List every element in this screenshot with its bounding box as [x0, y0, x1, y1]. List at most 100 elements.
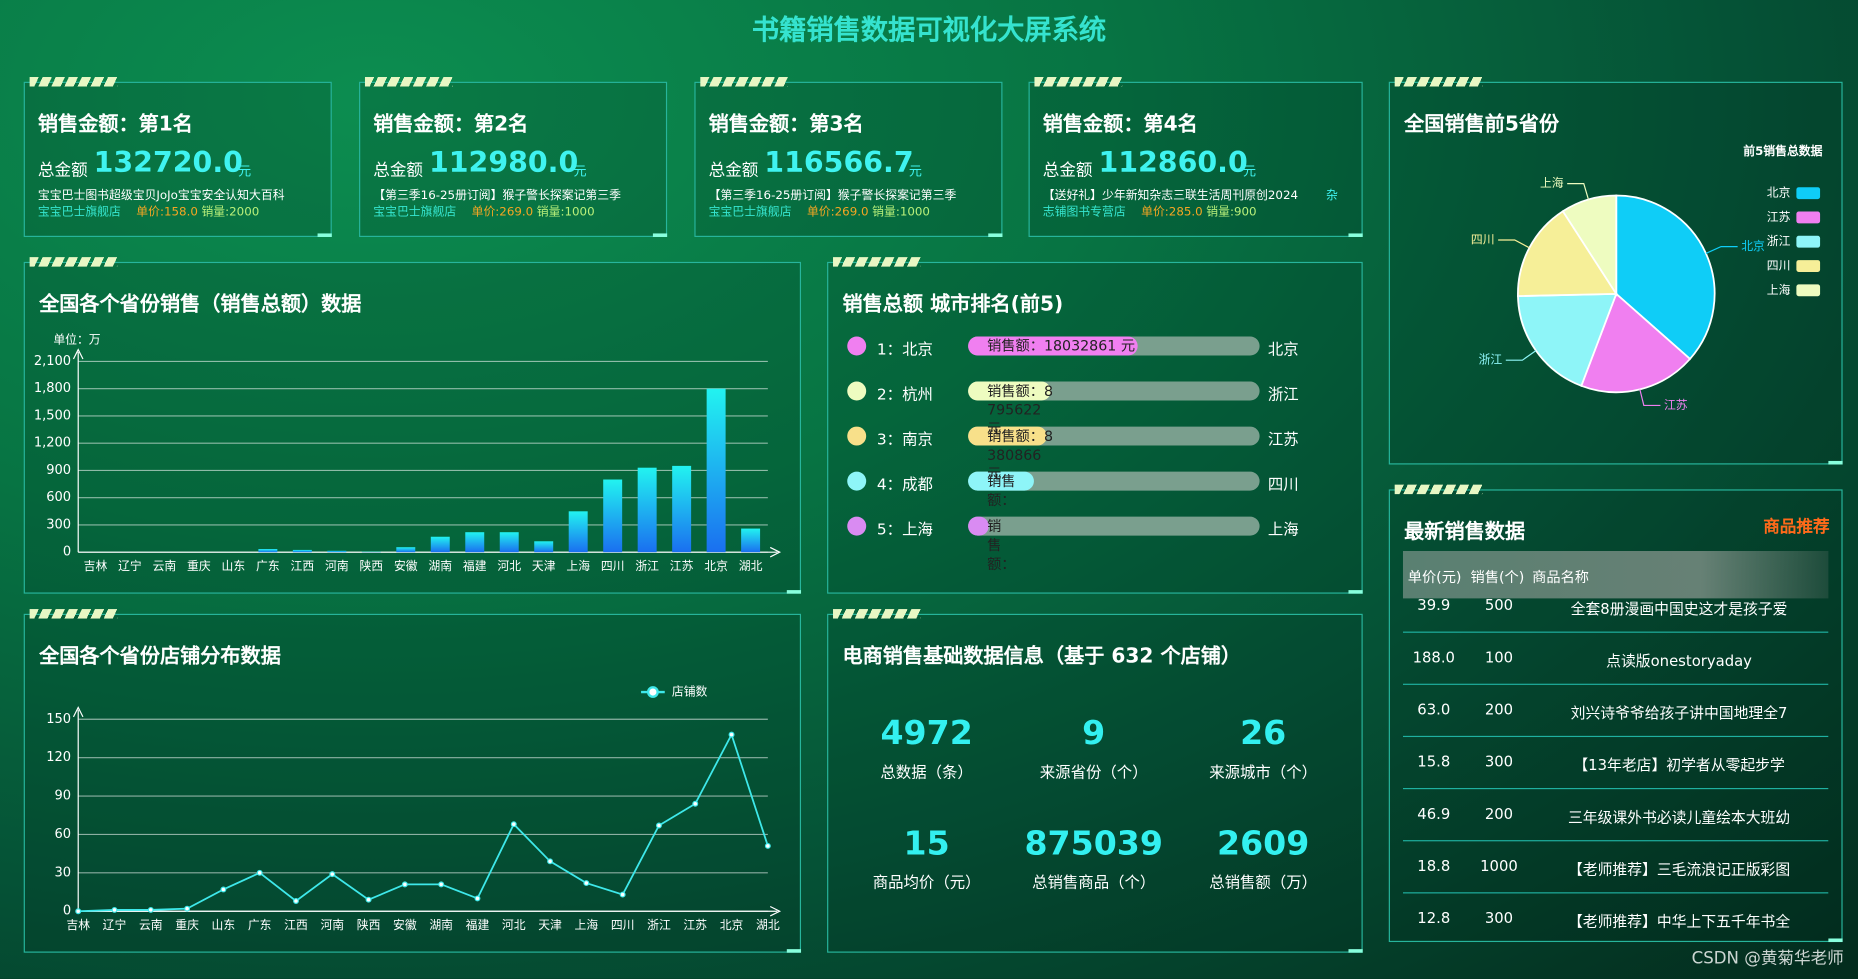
table-cell: 全套8册漫画中国史这才是孩子爱	[1570, 599, 1788, 618]
row-divider	[1402, 683, 1829, 685]
bar-label: 销售额：	[987, 517, 1016, 573]
panel-title: 全国各个省份店铺分布数据	[39, 644, 281, 669]
amount: 116566.7	[764, 145, 914, 179]
sales: 销量:900	[1206, 206, 1257, 220]
recommend-link[interactable]: 商品推荐	[1763, 517, 1830, 537]
total-label: 总金额	[708, 161, 759, 181]
rank-label: 3：南京	[876, 431, 933, 450]
product-name: 宝宝巴士图书超级宝贝JoJo宝宝安全认知大百科	[37, 189, 285, 203]
table-body: 39.9 500 全套8册漫画中国史这才是孩子爱 188.0 100 点读版onestor…	[1402, 598, 1829, 936]
table-cell: 18.8	[1417, 856, 1451, 875]
pie-panel: 全国销售前5省份	[1388, 77, 1843, 465]
stat-value: 875039	[1024, 823, 1163, 863]
amount: 132720.0	[93, 145, 243, 179]
table-cell: 【老师推荐】中华上下五千年书全	[1567, 912, 1791, 931]
stat-label: 总销售商品（个）	[1032, 874, 1156, 893]
shop: 宝宝巴士旗舰店	[37, 206, 121, 220]
bar-label: 销售额：8380866 元	[987, 427, 1053, 483]
shop: 志铺图书专营店	[1042, 206, 1126, 220]
stat-label: 来源城市（个）	[1209, 764, 1318, 783]
amount: 112860.0	[1098, 145, 1248, 179]
panel-title: 销售总额 城市排名(前5)	[842, 292, 1064, 317]
table-cell: 【13年老店】初学者从零起步学	[1573, 755, 1785, 774]
table-cell: 200	[1484, 804, 1514, 823]
sales: 销量:1000	[872, 206, 930, 220]
panel-title: 电商销售基础数据信息（基于 632 个店铺）	[842, 644, 1242, 669]
province: 浙江	[1267, 386, 1299, 405]
shop: 宝宝巴士旗舰店	[373, 206, 457, 220]
table-cell: 100	[1484, 648, 1514, 666]
province: 四川	[1267, 476, 1299, 495]
table-cell: 46.9	[1417, 804, 1451, 823]
table-cell: 300	[1484, 752, 1514, 771]
table-header: 单价(元) 销售(个) 商品名称	[1402, 551, 1829, 599]
table-cell: 三年级课外书必读儿童绘本大班幼	[1567, 808, 1791, 826]
unit: 元	[1243, 163, 1257, 179]
row-divider	[1402, 787, 1829, 790]
panel-title: 最新销售数据	[1404, 520, 1526, 544]
table-cell: 63.0	[1417, 700, 1451, 719]
card-title: 销售金额：第4名	[1042, 112, 1198, 137]
table-cell: 200	[1484, 700, 1514, 719]
stat-value: 26	[1240, 713, 1287, 753]
card-title: 销售金额：第1名	[37, 112, 193, 137]
stat-label: 总数据（条）	[880, 764, 973, 783]
bar-panel: 全国各个省份销售（销售总额）数据	[23, 257, 802, 594]
rank-label: 2：杭州	[876, 386, 933, 405]
province: 江苏	[1267, 431, 1299, 450]
sales: 销量:2000	[201, 206, 260, 220]
stat-label: 商品均价（元）	[872, 874, 981, 893]
province: 北京	[1267, 341, 1299, 360]
total-label: 总金额	[37, 161, 88, 181]
rank-card: 销售金额：第2名 总金额 112980.0 元【第三季16-25册订阅】猴子警长探案记…	[359, 77, 668, 237]
price: 单价:269.0	[806, 206, 869, 220]
product-name-tail: 杂	[1325, 189, 1338, 203]
line-panel: 全国各个省份店铺分布数据	[23, 609, 802, 953]
table-cell: 188.0	[1412, 648, 1455, 666]
product-name: 【送好礼】少年新知杂志三联生活周刊原创2024	[1042, 189, 1299, 203]
product-name: 【第三季16-25册订阅】猴子警长探案记第三季	[708, 189, 957, 203]
card-title: 销售金额：第3名	[708, 112, 864, 137]
bar-label: 销售额：18032861 元	[987, 337, 1136, 355]
rank-card: 销售金额：第4名总金额 112860.0 元【送好礼】少年新知杂志三联生活周刊原创2…	[1028, 77, 1363, 237]
table-cell: 【老师推荐】三毛流浪记正版彩图	[1567, 860, 1791, 879]
table-cell: 1000	[1480, 856, 1518, 875]
unit: 元	[573, 163, 587, 179]
watermark: CSDN @黄菊华老师	[1691, 949, 1844, 969]
sales: 销量:1000	[536, 206, 595, 220]
amount: 112980.0	[428, 145, 579, 179]
price: 单价:285.0	[1141, 206, 1203, 220]
row-divider	[1402, 735, 1829, 738]
row-divider	[1402, 892, 1829, 894]
total-label: 总金额	[1042, 161, 1093, 181]
product-name: 【第三季16-25册订阅】猴子警长探案记第三季	[373, 189, 621, 203]
stat-label: 总销售额（万）	[1209, 874, 1318, 893]
panel-title: 全国销售前5省份	[1404, 112, 1560, 137]
stat-value: 4972	[880, 713, 973, 753]
price: 单价:158.0	[136, 206, 198, 220]
table-cell: 12.8	[1417, 908, 1451, 927]
table-cell: 刘兴诗爷爷给孩子讲中国地理全7	[1570, 703, 1788, 722]
unit: 元	[908, 163, 922, 179]
bar-label: 销售额：	[987, 472, 1016, 509]
rank-label: 1：北京	[876, 341, 933, 360]
stat-value: 15	[903, 823, 950, 863]
table-cell: 点读版onestoryaday	[1606, 651, 1752, 670]
price: 单价:269.0	[471, 206, 534, 220]
table-header-cell: 单价(元)	[1407, 568, 1462, 586]
province: 上海	[1267, 521, 1299, 540]
stats-panel: 电商销售基础数据信息（基于 632 个店铺）	[827, 609, 1363, 953]
city-panel: 销售总额 城市排名(前5)	[827, 257, 1363, 594]
stat-label: 来源省份（个）	[1039, 764, 1148, 783]
rank-card: 销售金额：第1名 总金额 132720.0 元宝宝巴士图书超级宝贝JoJo宝宝安全认知…	[23, 77, 332, 237]
stat-value: 9	[1082, 713, 1106, 753]
panel-title: 全国各个省份销售（销售总额）数据	[39, 292, 362, 317]
stat-value: 2609	[1216, 823, 1310, 863]
rank-label: 4：成都	[876, 476, 933, 495]
table-cell: 15.8	[1417, 752, 1451, 771]
table-cell: 500	[1484, 598, 1514, 614]
row-divider	[1402, 631, 1829, 633]
table-header-cell: 商品名称	[1532, 568, 1590, 586]
row-divider	[1402, 840, 1829, 842]
bar-label: 销售额：8795622 元	[987, 382, 1053, 438]
